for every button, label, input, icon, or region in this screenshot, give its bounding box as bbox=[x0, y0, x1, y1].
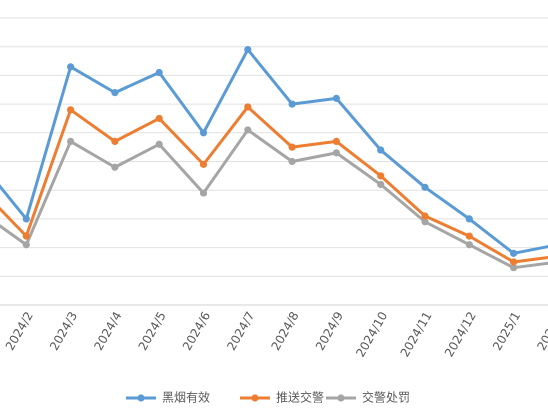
data-point bbox=[421, 218, 429, 226]
data-point bbox=[199, 189, 208, 197]
data-point bbox=[155, 114, 163, 123]
data-point bbox=[509, 258, 518, 266]
data-point bbox=[465, 215, 473, 223]
legend-item: 交警处罚 bbox=[326, 390, 410, 405]
data-point bbox=[509, 264, 518, 272]
data-point bbox=[67, 63, 75, 71]
data-point bbox=[421, 183, 429, 191]
x-tick-label: 2024/8 bbox=[268, 309, 301, 353]
data-point bbox=[421, 212, 429, 220]
x-tick-label: 2024/7 bbox=[224, 309, 257, 353]
legend-item: 推送交警 bbox=[240, 390, 324, 405]
legend-marker bbox=[251, 394, 259, 402]
data-point bbox=[22, 232, 30, 240]
x-tick-label: 2025/2 bbox=[534, 309, 548, 353]
legend-label: 交警处罚 bbox=[362, 390, 410, 405]
data-point bbox=[22, 241, 30, 249]
x-tick-label: 2024/6 bbox=[180, 309, 213, 353]
data-point bbox=[288, 143, 296, 151]
data-point bbox=[67, 137, 75, 146]
data-point bbox=[199, 160, 208, 168]
data-point bbox=[111, 137, 119, 146]
data-point bbox=[67, 106, 75, 114]
x-tick-label: 2024/12 bbox=[442, 309, 479, 359]
data-point bbox=[111, 163, 119, 171]
data-point bbox=[465, 232, 473, 240]
data-point bbox=[288, 157, 296, 166]
data-point bbox=[244, 126, 252, 134]
data-point bbox=[509, 249, 518, 257]
gridlines bbox=[0, 17, 548, 306]
x-axis-tick-labels: 2024/12024/22024/32024/42024/52024/62024… bbox=[3, 309, 548, 359]
data-point bbox=[288, 100, 296, 108]
data-point bbox=[332, 94, 340, 102]
legend-marker bbox=[137, 394, 145, 402]
series-line bbox=[0, 105, 548, 264]
x-tick-label: 2025/1 bbox=[490, 309, 523, 353]
data-point bbox=[22, 215, 30, 223]
data-point bbox=[244, 45, 252, 54]
data-point bbox=[199, 129, 208, 137]
series-交警处罚 bbox=[0, 126, 548, 272]
series-黑烟有效 bbox=[0, 45, 548, 257]
data-point bbox=[377, 172, 385, 180]
legend-marker bbox=[337, 394, 345, 402]
data-point bbox=[465, 241, 473, 249]
data-point bbox=[155, 68, 163, 77]
series-line bbox=[0, 128, 548, 270]
series-lines bbox=[0, 45, 548, 272]
x-tick-label: 2024/4 bbox=[91, 309, 124, 353]
series-line bbox=[0, 48, 548, 255]
data-point bbox=[377, 146, 385, 154]
data-point bbox=[332, 149, 340, 157]
data-point bbox=[332, 137, 340, 146]
x-tick-label: 2024/3 bbox=[47, 309, 80, 353]
legend-label: 黑烟有效 bbox=[162, 390, 210, 405]
x-tick-label: 2024/5 bbox=[136, 309, 169, 353]
x-tick-label: 2024/10 bbox=[353, 309, 390, 359]
x-tick-label: 2024/11 bbox=[398, 309, 435, 359]
data-point bbox=[377, 180, 385, 189]
legend: 黑烟有效 推送交警 交警处罚 bbox=[126, 390, 410, 405]
data-point bbox=[244, 103, 252, 111]
legend-item: 黑烟有效 bbox=[126, 390, 210, 405]
x-tick-label: 2024/2 bbox=[3, 309, 36, 353]
data-point bbox=[155, 140, 163, 148]
legend-label: 推送交警 bbox=[276, 390, 324, 405]
x-tick-label: 2024/9 bbox=[313, 309, 346, 353]
series-推送交警 bbox=[0, 103, 548, 266]
data-point bbox=[111, 89, 119, 97]
